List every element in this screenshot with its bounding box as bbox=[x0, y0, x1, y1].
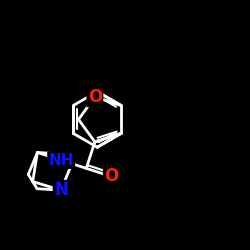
Text: NH: NH bbox=[48, 153, 74, 168]
Text: O: O bbox=[88, 88, 102, 106]
Text: O: O bbox=[104, 168, 118, 186]
Text: N: N bbox=[54, 181, 68, 199]
